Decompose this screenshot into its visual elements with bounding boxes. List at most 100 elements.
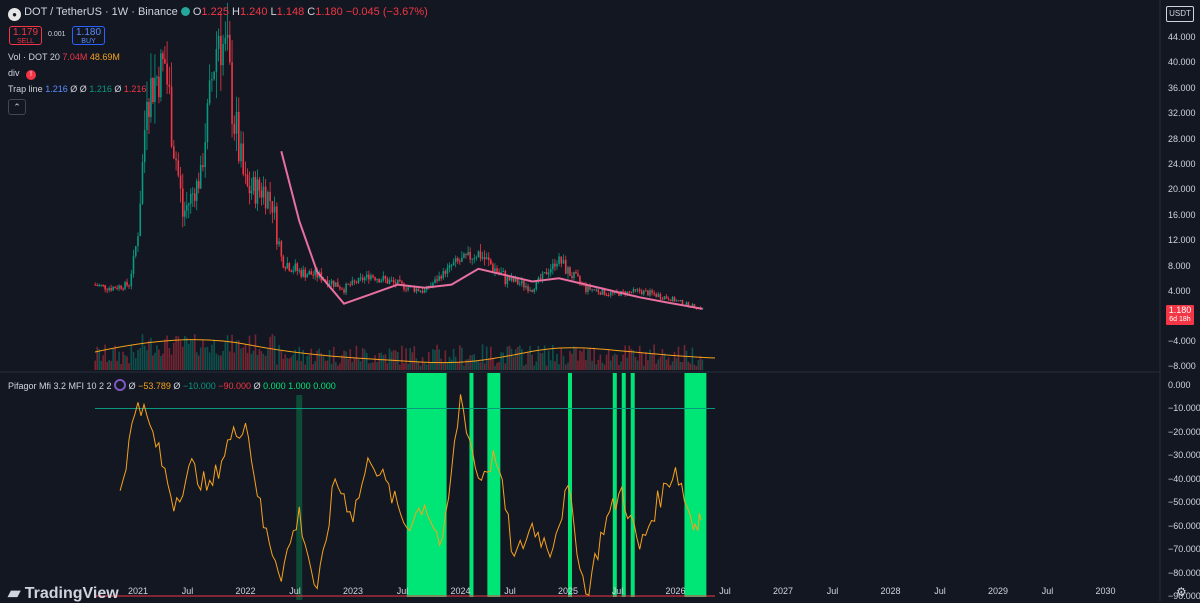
div-alert-icon[interactable]: ! — [26, 70, 37, 80]
volume-bar — [558, 364, 560, 370]
volume-bar — [626, 357, 629, 370]
volume-bar — [616, 354, 618, 370]
candle-body — [233, 123, 236, 134]
candle-body — [154, 77, 156, 102]
candle-body — [215, 48, 218, 72]
trap-value-a: 1.216 — [45, 84, 68, 94]
volume-bar — [339, 363, 341, 370]
candle-body — [605, 294, 608, 296]
candle-body — [573, 272, 575, 278]
mfi-legend[interactable]: Pifagor Mfi 3.2 MFI 10 2 2 Ø −53.789 Ø −… — [8, 379, 336, 391]
volume-bar — [403, 363, 405, 370]
volume-bar — [467, 359, 469, 370]
candle-body — [146, 101, 148, 130]
volume-bar — [685, 350, 688, 370]
volume-bar — [417, 362, 420, 370]
candle-body — [343, 289, 345, 293]
volume-bar — [361, 348, 364, 370]
volume-bar — [175, 336, 177, 370]
candle-body — [595, 289, 598, 291]
candle-body — [502, 271, 505, 273]
volume-bar — [106, 361, 108, 370]
buy-button[interactable]: 1.180 BUY — [72, 26, 105, 45]
volume-bar — [527, 352, 529, 370]
volume-bar — [112, 348, 114, 370]
volume-bar — [337, 365, 339, 370]
candle-body — [102, 284, 104, 286]
candle-body — [240, 143, 242, 162]
candle-body — [487, 257, 490, 260]
volume-bar — [215, 353, 218, 370]
candle-body — [640, 291, 643, 295]
mfi-tick: −90.000 — [1168, 591, 1200, 601]
candle-body — [351, 280, 354, 285]
trap-sym2: Ø — [79, 84, 87, 94]
symbol-title[interactable]: DOT / TetherUS · 1W · Binance — [24, 6, 178, 18]
trap-line-legend[interactable]: Trap line 1.216 Ø Ø 1.216 Ø 1.216 — [8, 84, 146, 94]
spread-value: 0.001 — [48, 31, 66, 38]
candle-body — [302, 269, 305, 277]
volume-bar — [185, 337, 188, 370]
mfi-tick: 0.000 — [1168, 380, 1191, 390]
volume-bar — [667, 357, 670, 370]
volume-bar — [506, 346, 509, 370]
mfi-value-5: 1.000 — [288, 381, 311, 391]
ohlc-o-label: O — [192, 6, 202, 18]
candle-body — [444, 271, 447, 274]
candle-body — [659, 294, 662, 299]
candle-body — [347, 283, 349, 285]
div-legend[interactable]: div ! — [8, 68, 37, 80]
candle-body — [516, 278, 519, 285]
volume-bar — [669, 365, 672, 370]
volume-bar — [490, 346, 492, 370]
volume-bar — [224, 342, 227, 370]
volume-bar — [102, 355, 104, 370]
candle-body — [269, 191, 271, 202]
moving-average-line — [280, 151, 703, 310]
price-tick: 32.000 — [1168, 108, 1196, 119]
volume-bar — [607, 349, 610, 370]
volume-bar — [593, 347, 595, 370]
candle-body — [330, 280, 333, 284]
volume-bar — [197, 355, 200, 370]
volume-legend[interactable]: Vol · DOT 20 7.04M 48.69M — [8, 52, 120, 62]
candle-body — [181, 188, 184, 217]
candle-body — [461, 257, 463, 262]
volume-bar — [306, 356, 309, 370]
candle-body — [124, 282, 126, 289]
volume-bar — [634, 356, 637, 370]
candle-body — [220, 35, 222, 66]
candle-body — [529, 290, 531, 292]
volume-bar — [679, 361, 682, 370]
volume-bar — [483, 363, 486, 370]
volume-bar — [187, 343, 190, 370]
candle-body — [607, 294, 610, 296]
time-tick: Jul — [826, 586, 839, 596]
sell-button[interactable]: 1.179 SELL — [9, 26, 42, 45]
ohlc-h: 1.240 — [239, 6, 268, 18]
candle-body — [636, 289, 639, 291]
volume-bar — [525, 364, 527, 370]
volume-bar — [343, 350, 345, 370]
candle-body — [657, 294, 660, 297]
volume-bar — [244, 344, 247, 370]
candle-body — [361, 277, 364, 281]
market-status-icon[interactable] — [180, 7, 190, 16]
candle-body — [679, 300, 682, 302]
volume-bar — [347, 358, 349, 370]
candle-body — [300, 270, 303, 277]
collapse-legend-button[interactable]: ⌃ — [8, 99, 26, 115]
currency-button[interactable]: USDT — [1166, 6, 1194, 22]
volume-bar — [428, 351, 430, 370]
volume-bar — [96, 346, 98, 370]
volume-bar — [609, 360, 612, 370]
volume-bar — [614, 353, 616, 370]
volume-bar — [425, 364, 428, 370]
volume-bar — [432, 349, 434, 370]
time-tick: Jul — [719, 586, 731, 596]
volume-bar — [471, 355, 474, 370]
candle-body — [160, 53, 162, 98]
tradingview-brand[interactable]: ▰ TradingView — [8, 583, 119, 603]
gear-icon[interactable]: ⚙ — [1176, 585, 1187, 599]
